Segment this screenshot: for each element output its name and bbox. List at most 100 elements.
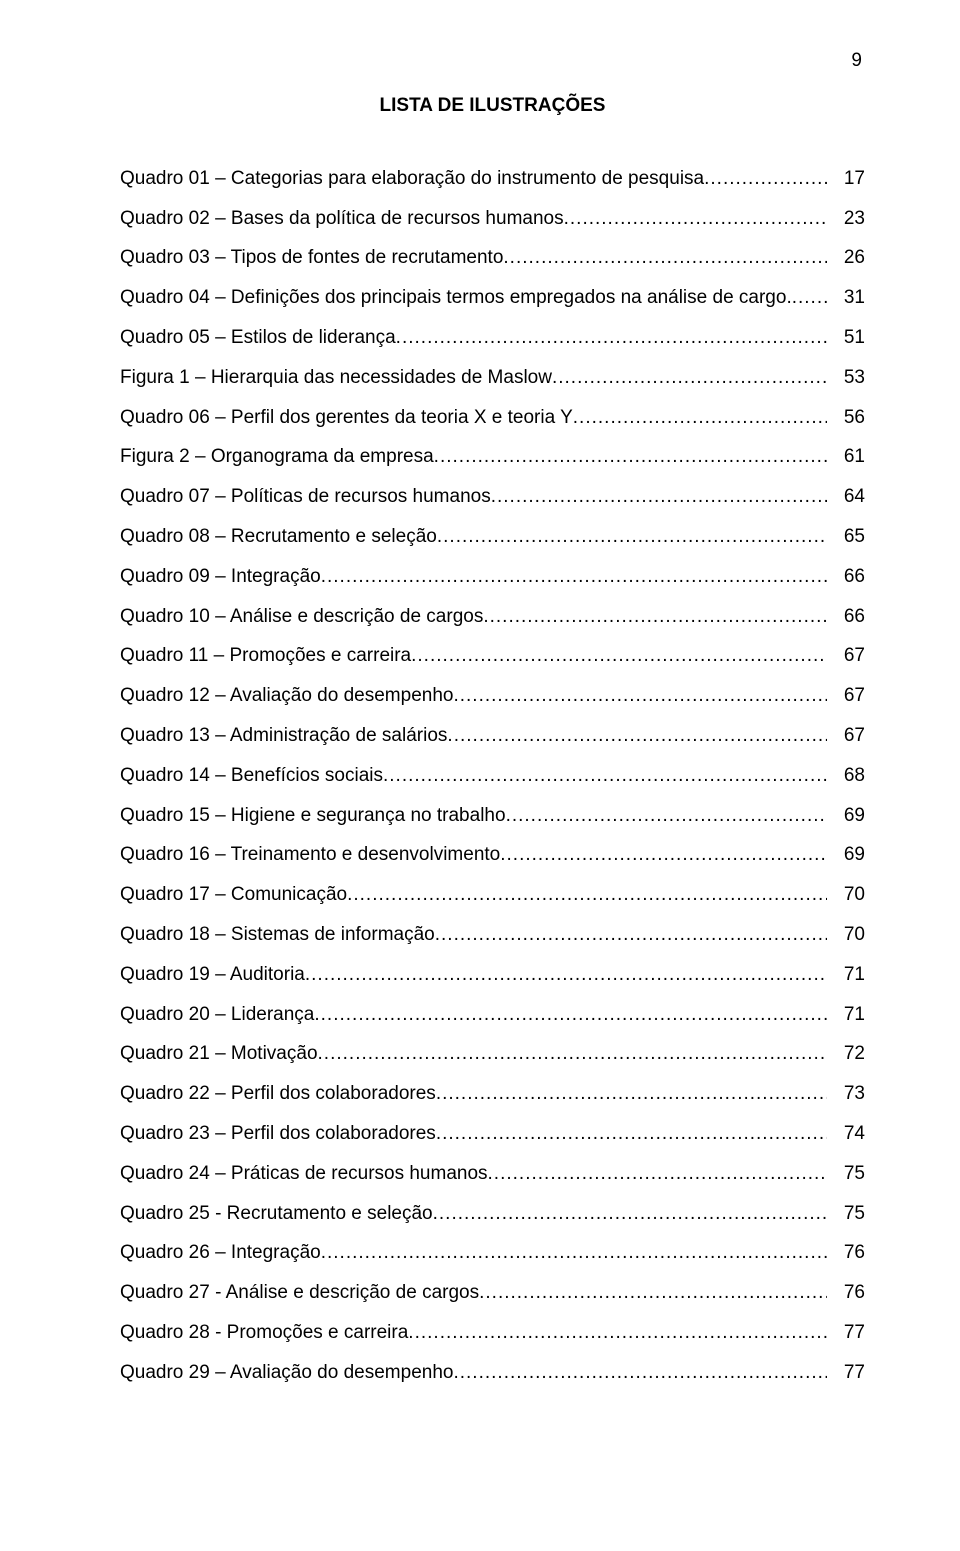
entry-page: 66 (827, 566, 865, 588)
dot-leader (435, 923, 827, 946)
dot-leader (436, 1082, 827, 1105)
entry-page: 53 (827, 367, 865, 389)
dot-leader (433, 1202, 827, 1225)
entry-page: 69 (827, 805, 865, 827)
entry-label: Quadro 03 – Tipos de fontes de recrutame… (120, 247, 503, 269)
dot-leader (564, 207, 827, 230)
entry-label: Quadro 13 – Administração de salários (120, 725, 447, 747)
list-item: Quadro 08 – Recrutamento e seleção65 (120, 525, 865, 548)
page-title: LISTA DE ILUSTRAÇÕES (120, 95, 865, 117)
list-item: Quadro 02 – Bases da política de recurso… (120, 207, 865, 230)
list-item: Quadro 26 – Integração 76 (120, 1242, 865, 1265)
entry-page: 74 (827, 1123, 865, 1145)
dot-leader (704, 167, 827, 190)
dot-leader (436, 1122, 827, 1145)
entry-page: 71 (827, 1004, 865, 1026)
entry-page: 56 (827, 407, 865, 429)
dot-leader (453, 1361, 827, 1384)
dot-leader (347, 883, 827, 906)
entry-label: Quadro 09 – Integração (120, 566, 321, 588)
entry-label: Quadro 10 – Análise e descrição de cargo… (120, 606, 483, 628)
entry-page: 72 (827, 1043, 865, 1065)
entry-label: Quadro 17 – Comunicação (120, 884, 347, 906)
dot-leader (453, 684, 827, 707)
list-item: Quadro 21 – Motivação72 (120, 1043, 865, 1066)
entry-page: 67 (827, 645, 865, 667)
entry-label: Figura 1 – Hierarquia das necessidades d… (120, 367, 552, 389)
dot-leader (488, 1162, 827, 1185)
entry-page: 67 (827, 685, 865, 707)
entry-label: Quadro 02 – Bases da política de recurso… (120, 208, 564, 230)
entry-label: Quadro 06 – Perfil dos gerentes da teori… (120, 407, 573, 429)
dot-leader (500, 844, 827, 867)
entry-page: 64 (827, 486, 865, 508)
dot-leader (434, 446, 827, 469)
list-item: Figura 1 – Hierarquia das necessidades d… (120, 366, 865, 389)
dot-leader (552, 366, 827, 389)
entry-page: 67 (827, 725, 865, 747)
entry-page: 77 (827, 1322, 865, 1344)
entry-label: Quadro 28 - Promoções e carreira (120, 1322, 408, 1344)
entry-label: Quadro 16 – Treinamento e desenvolviment… (120, 844, 500, 866)
page-number: 9 (851, 50, 862, 72)
list-item: Quadro 14 – Benefícios sociais 68 (120, 764, 865, 787)
list-item: Quadro 17 – Comunicação70 (120, 883, 865, 906)
dot-leader (314, 1003, 827, 1026)
list-item: Quadro 22 – Perfil dos colaboradores 73 (120, 1082, 865, 1105)
entry-label: Quadro 19 – Auditoria (120, 964, 305, 986)
entry-page: 51 (827, 327, 865, 349)
dot-leader (318, 1043, 827, 1066)
entry-label: Quadro 20 – Liderança (120, 1004, 314, 1026)
entry-label: Quadro 01 – Categorias para elaboração d… (120, 168, 704, 190)
dot-leader (491, 485, 827, 508)
list-item: Quadro 29 – Avaliação do desempenho77 (120, 1361, 865, 1384)
dot-leader (321, 1242, 827, 1265)
list-item: Quadro 06 – Perfil dos gerentes da teori… (120, 406, 865, 429)
entry-page: 17 (827, 168, 865, 190)
dot-leader (503, 247, 827, 270)
entry-label: Quadro 22 – Perfil dos colaboradores (120, 1083, 436, 1105)
list-item: Quadro 11 – Promoções e carreira 67 (120, 645, 865, 668)
entry-label: Quadro 24 – Práticas de recursos humanos (120, 1163, 488, 1185)
list-item: Quadro 03 – Tipos de fontes de recrutame… (120, 247, 865, 270)
list-item: Quadro 18 – Sistemas de informação 70 (120, 923, 865, 946)
entry-label: Quadro 14 – Benefícios sociais (120, 765, 383, 787)
entry-page: 23 (827, 208, 865, 230)
dot-leader (305, 963, 827, 986)
document-page: 9 LISTA DE ILUSTRAÇÕES Quadro 01 – Categ… (0, 0, 960, 1551)
entry-page: 61 (827, 446, 865, 468)
dot-leader (396, 326, 827, 349)
entry-label: Quadro 04 – Definições dos principais te… (120, 287, 792, 309)
entry-page: 75 (827, 1163, 865, 1185)
list-item: Quadro 27 - Análise e descrição de cargo… (120, 1281, 865, 1304)
entry-page: 69 (827, 844, 865, 866)
dot-leader (383, 764, 827, 787)
list-item: Quadro 05 – Estilos de liderança51 (120, 326, 865, 349)
entry-label: Quadro 23 – Perfil dos colaboradores (120, 1123, 436, 1145)
entry-label: Quadro 26 – Integração (120, 1242, 321, 1264)
entry-label: Quadro 27 - Análise e descrição de cargo… (120, 1282, 479, 1304)
list-item: Quadro 04 – Definições dos principais te… (120, 286, 865, 309)
entry-label: Quadro 25 - Recrutamento e seleção (120, 1203, 433, 1225)
entry-label: Quadro 29 – Avaliação do desempenho (120, 1362, 453, 1384)
entry-label: Quadro 07 – Políticas de recursos humano… (120, 486, 491, 508)
dot-leader (437, 525, 827, 548)
list-item: Quadro 25 - Recrutamento e seleção 75 (120, 1202, 865, 1225)
entry-page: 73 (827, 1083, 865, 1105)
dot-leader (411, 645, 827, 668)
list-item: Quadro 23 – Perfil dos colaboradores 74 (120, 1122, 865, 1145)
entry-label: Figura 2 – Organograma da empresa (120, 446, 434, 468)
list-item: Quadro 24 – Práticas de recursos humanos… (120, 1162, 865, 1185)
list-item: Figura 2 – Organograma da empresa 61 (120, 446, 865, 469)
entry-page: 26 (827, 247, 865, 269)
entry-label: Quadro 12 – Avaliação do desempenho (120, 685, 453, 707)
entry-page: 76 (827, 1242, 865, 1264)
entry-page: 68 (827, 765, 865, 787)
entry-label: Quadro 15 – Higiene e segurança no traba… (120, 805, 506, 827)
entry-page: 70 (827, 924, 865, 946)
dot-leader (483, 605, 827, 628)
entry-label: Quadro 18 – Sistemas de informação (120, 924, 435, 946)
entry-label: Quadro 11 – Promoções e carreira (120, 645, 411, 667)
entry-page: 75 (827, 1203, 865, 1225)
entry-page: 76 (827, 1282, 865, 1304)
